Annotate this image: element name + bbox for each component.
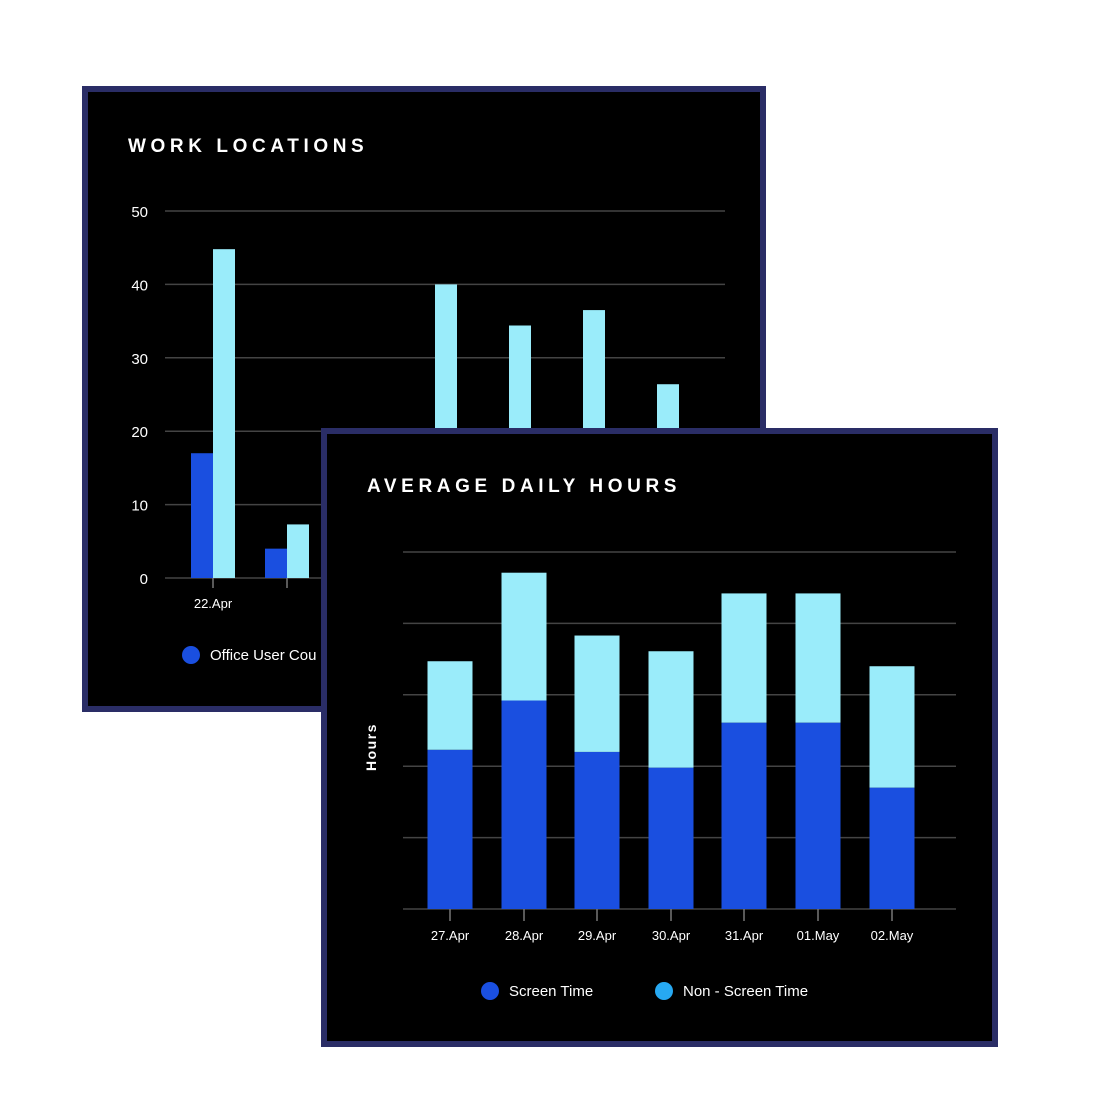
bar-segment <box>574 635 620 752</box>
y-tick-label: 40 <box>131 277 148 294</box>
y-tick-label: 50 <box>131 204 148 221</box>
y-tick-label: 10 <box>131 498 148 515</box>
y-axis-label: Hours <box>363 723 379 771</box>
x-tick-label: 31.Apr <box>725 928 764 943</box>
x-tick-label: 28.Apr <box>505 928 544 943</box>
legend-label: Office User Cou <box>210 646 317 664</box>
bar-segment <box>501 700 547 909</box>
legend-screen-time[interactable]: Screen Time <box>481 982 593 1000</box>
work-locations-title: WORK LOCATIONS <box>128 136 369 157</box>
y-tick-label: 0 <box>140 571 148 588</box>
bar-segment <box>721 722 767 909</box>
bar-segment <box>721 593 767 723</box>
x-tick-label: 30.Apr <box>652 928 691 943</box>
bar-segment <box>427 749 473 909</box>
legend-dot-icon <box>655 982 673 1000</box>
legend-label: Screen Time <box>509 982 594 1000</box>
bar-segment <box>869 666 915 788</box>
legend-non-screen-time[interactable]: Non - Screen Time <box>655 982 808 1000</box>
legend-label: Non - Screen Time <box>683 982 809 1000</box>
bar-segment <box>795 593 841 723</box>
bar-segment <box>427 661 473 750</box>
bar-segment <box>795 722 841 909</box>
bar-segment <box>648 767 694 909</box>
bar <box>287 524 309 578</box>
bar <box>191 453 213 578</box>
bar <box>213 249 235 578</box>
average-daily-hours-title: AVERAGE DAILY HOURS <box>367 476 682 497</box>
x-tick-label: 02.May <box>871 928 914 943</box>
x-tick-label: 01.May <box>797 928 840 943</box>
legend-dot-icon <box>182 646 200 664</box>
bar-segment <box>501 572 547 701</box>
x-tick-label: 22.Apr <box>194 596 233 611</box>
legend-dot-icon <box>481 982 499 1000</box>
bar-segment <box>574 751 620 909</box>
legend-office-user[interactable]: Office User Cou <box>182 646 316 664</box>
bar-segment <box>869 787 915 909</box>
y-tick-label: 20 <box>131 424 148 441</box>
average-daily-hours-chart: 27.Apr 28.Apr 29.Apr 30.Apr 31.Apr 01.May 02.M… <box>403 551 956 943</box>
bar-segment <box>648 651 694 768</box>
bar <box>265 548 287 578</box>
x-tick-label: 27.Apr <box>431 928 470 943</box>
y-tick-label: 30 <box>131 351 148 368</box>
x-tick-label: 29.Apr <box>578 928 617 943</box>
average-daily-hours-panel: 27.Apr 28.Apr 29.Apr 30.Apr 31.Apr 01.May 02.M… <box>321 428 998 1047</box>
